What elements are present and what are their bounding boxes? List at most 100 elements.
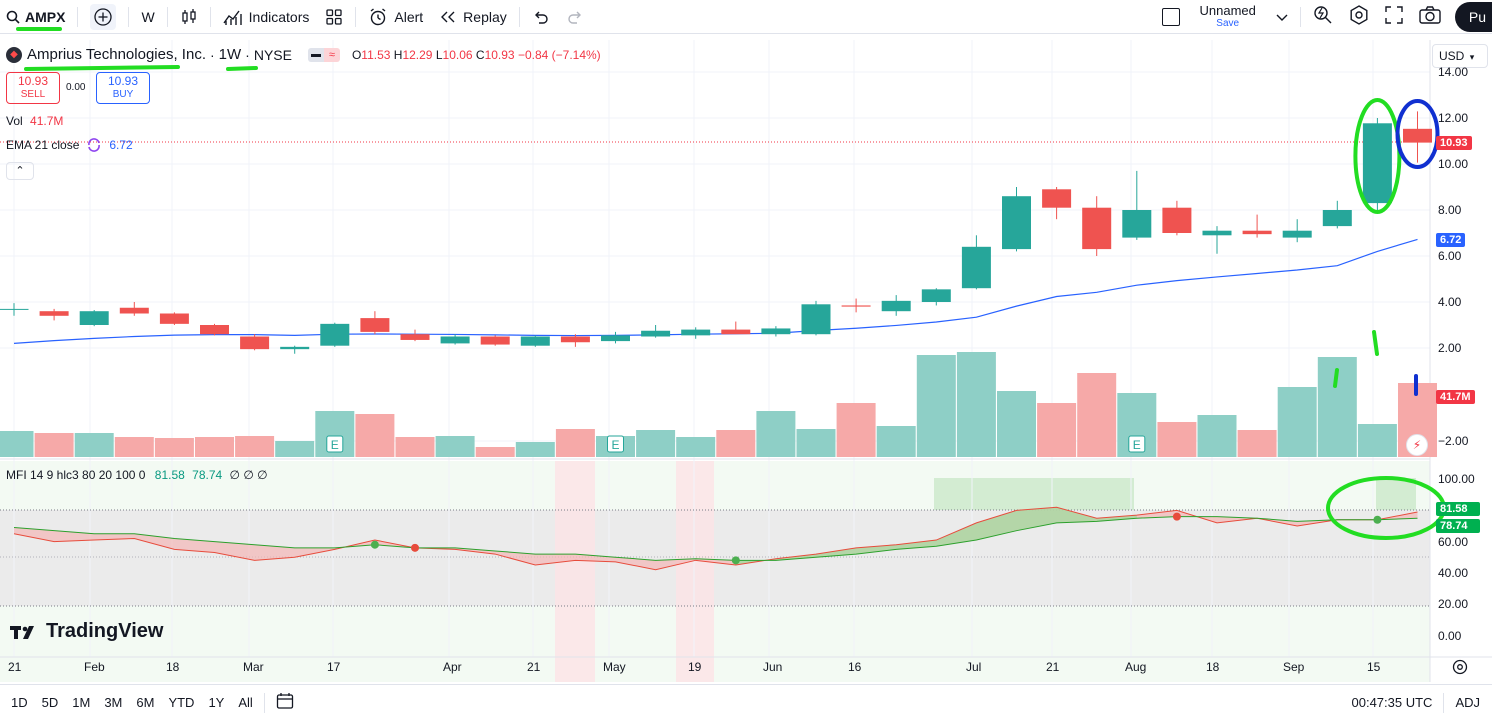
candle-body: [79, 311, 109, 325]
chart-type-button[interactable]: [172, 0, 206, 34]
buy-button[interactable]: 10.93 BUY: [96, 72, 150, 104]
candle-body: [1122, 210, 1152, 238]
templates-button[interactable]: [317, 0, 351, 34]
sell-button[interactable]: 10.93 SELL: [6, 72, 60, 104]
candle-body: [921, 289, 951, 302]
candle: [159, 312, 189, 325]
volume-bar: [555, 429, 595, 457]
candle: [320, 322, 350, 347]
axis-settings-button[interactable]: [1452, 659, 1468, 680]
candle: [39, 308, 69, 321]
quick-search-button[interactable]: [1305, 0, 1341, 34]
candle: [841, 298, 871, 313]
mfi-value-2: 78.74: [192, 468, 223, 482]
divider: [355, 6, 357, 27]
volume-bar: [956, 352, 996, 457]
candle: [480, 335, 510, 346]
candle: [761, 326, 791, 337]
candle: [961, 235, 991, 290]
time-tick: 18: [166, 660, 180, 674]
divider: [518, 6, 520, 27]
mfi-legend[interactable]: MFI 14 9 hlc3 80 20 100 0 81.58 78.74 ∅ …: [6, 468, 268, 482]
volume-label: Vol: [6, 114, 23, 128]
candle: [1322, 200, 1352, 229]
quick-trade-badge[interactable]: ⚡: [1406, 434, 1428, 456]
candle-body: [761, 328, 791, 335]
divider: [77, 6, 79, 27]
top-toolbar: AMPX W Indicators Alert Replay: [0, 0, 1492, 34]
redo-button[interactable]: [558, 0, 592, 34]
time-tick: 18: [1206, 660, 1220, 674]
settings-button[interactable]: [1341, 0, 1377, 34]
candle-body: [119, 307, 149, 314]
company-name[interactable]: Amprius Technologies, Inc.: [27, 46, 206, 63]
mfi-tick: 40.00: [1438, 566, 1469, 580]
snapshot-button[interactable]: [1411, 0, 1449, 34]
publish-button[interactable]: Pu: [1454, 1, 1492, 32]
legend-interval[interactable]: 1W: [218, 46, 242, 63]
layout-name-button[interactable]: Unnamed Save: [1188, 0, 1268, 34]
alert-label: Alert: [394, 8, 424, 25]
tradingview-logo[interactable]: TradingView: [10, 620, 163, 643]
candle-body: [0, 308, 29, 310]
candle-body: [721, 329, 751, 335]
range-button-3m[interactable]: 3M: [104, 695, 123, 710]
spread-value: 0.00: [66, 82, 86, 93]
indicators-button[interactable]: Indicators: [215, 0, 318, 34]
compare-symbol-button[interactable]: [82, 0, 124, 34]
candle: [440, 334, 470, 345]
earnings-marker: E: [326, 435, 344, 453]
symbol-legend: ◆ Amprius Technologies, Inc. · 1W · NYSE…: [6, 46, 601, 63]
adjust-button[interactable]: ADJ: [1455, 695, 1480, 710]
volume-bar: [876, 426, 916, 457]
volume-bar: [756, 411, 796, 457]
candle-body: [841, 305, 871, 307]
range-button-6m[interactable]: 6M: [136, 695, 155, 710]
layout-checkbox[interactable]: [1154, 0, 1188, 34]
symbol-search-button[interactable]: AMPX: [0, 0, 73, 34]
price-tick: 6.00: [1438, 249, 1462, 263]
interval-button[interactable]: W: [141, 8, 155, 25]
range-button-all[interactable]: All: [238, 695, 253, 710]
volume-legend[interactable]: Vol 41.7M: [6, 114, 63, 128]
earnings-marker: E: [1128, 435, 1146, 453]
time-tick: Jul: [966, 660, 982, 674]
currency-selector[interactable]: USD ▾: [1432, 44, 1488, 68]
alert-button[interactable]: Alert: [360, 0, 431, 34]
date-range-button[interactable]: [269, 692, 301, 713]
fullscreen-button[interactable]: [1377, 0, 1411, 34]
volume-bar: [1237, 430, 1277, 457]
replay-button[interactable]: Replay: [431, 0, 515, 34]
range-button-1d[interactable]: 1D: [11, 695, 28, 710]
chevron-up-icon: ⌃: [15, 165, 25, 177]
volume-bar: [0, 431, 34, 457]
candle-body: [1242, 230, 1272, 235]
time-tick: Mar: [243, 660, 264, 674]
sell-label: SELL: [20, 89, 46, 100]
collapse-legend-button[interactable]: ⌃: [6, 162, 34, 180]
legend-toggle[interactable]: ▬ ≈: [307, 47, 340, 62]
replay-label: Replay: [463, 8, 507, 25]
range-button-1y[interactable]: 1Y: [208, 695, 225, 710]
candle-body: [360, 318, 390, 332]
range-button-5d[interactable]: 5D: [41, 695, 59, 710]
undo-button[interactable]: [524, 0, 558, 34]
candle: [1362, 118, 1392, 213]
change-value: −0.84 (−7.14%): [517, 47, 601, 62]
mfi-cross-dot: [411, 543, 419, 552]
bottom-toolbar: 1D 5D 1M 3M 6M YTD 1Y All 00:47:35 UTC ADJ: [0, 684, 1492, 720]
compare-toggle-icon: ≈: [323, 47, 340, 62]
candle-body: [520, 336, 550, 346]
layout-dropdown[interactable]: [1268, 0, 1296, 34]
mfi-oversold-zone: [676, 461, 714, 682]
candle: [801, 300, 831, 336]
open-value: 11.53: [361, 47, 391, 62]
timezone-clock[interactable]: 00:47:35 UTC: [1351, 695, 1433, 710]
range-button-1m[interactable]: 1M: [72, 695, 91, 710]
time-tick: Apr: [443, 660, 462, 674]
range-button-ytd[interactable]: YTD: [168, 695, 195, 710]
ema-legend[interactable]: EMA 21 close 6.72: [6, 138, 133, 152]
volume-bar: [275, 441, 315, 457]
